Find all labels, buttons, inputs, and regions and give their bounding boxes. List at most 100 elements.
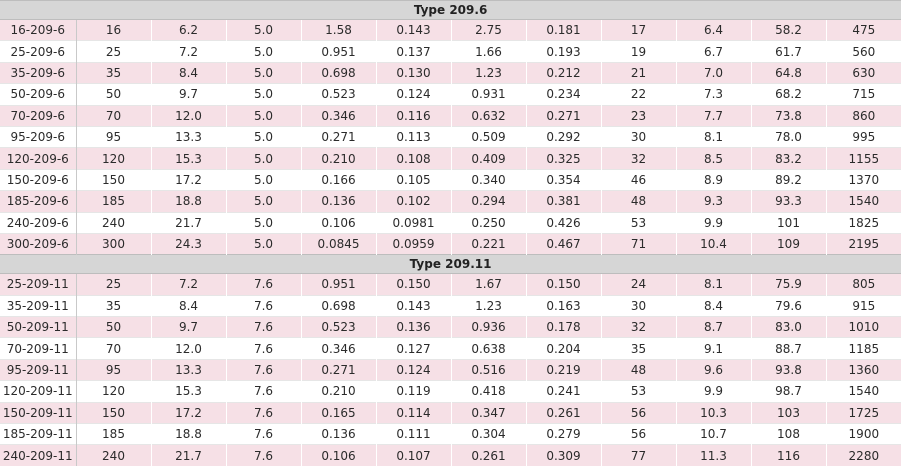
- table-cell: 10.4: [675, 233, 751, 255]
- table-row: 185-209-11 185 18.8 7.6 0.136 0.111 0.304 0.279…: [0, 423, 901, 445]
- table-cell: 5.0: [225, 233, 301, 255]
- table-cell: 7.6: [225, 402, 301, 424]
- table-cell: 715: [825, 83, 901, 106]
- table-cell: 6.4: [675, 19, 751, 41]
- table-cell: 0.113: [375, 126, 451, 148]
- table-cell: 70: [75, 105, 151, 127]
- table-cell: 24.3: [150, 233, 226, 255]
- table-cell: 101: [750, 212, 826, 234]
- table-cell: 0.114: [375, 402, 451, 424]
- table-cell: 48: [600, 190, 676, 213]
- table-cell: 9.1: [675, 337, 751, 360]
- type-code-cell: 185-209-6: [6, 194, 69, 209]
- table-cell: 185: [75, 423, 151, 445]
- table-row: 300-209-6 300 24.3 5.0 0.0845 0.0959 0.221 0.46…: [0, 233, 901, 255]
- table-cell: 25: [75, 40, 151, 63]
- table-cell: 9.9: [675, 380, 751, 403]
- table-row: 35-209-6 35 8.4 5.0 0.698 0.130 1.23 0.212 21 7.0…: [0, 62, 901, 84]
- table-cell: 0.346: [300, 337, 376, 360]
- table-cell: 0.0981: [375, 212, 451, 234]
- table-cell: 8.1: [675, 126, 751, 148]
- table-cell: 0.136: [300, 423, 376, 445]
- table-cell: 17.2: [150, 169, 226, 191]
- table-cell: 0.698: [300, 62, 376, 84]
- table-cell: 0.523: [300, 316, 376, 338]
- table-cell: 7.6: [225, 295, 301, 317]
- table-cell: 0.165: [300, 402, 376, 424]
- table-cell: 5.0: [225, 19, 301, 41]
- table-cell: 8.9: [675, 169, 751, 191]
- table-cell: 0.124: [375, 83, 451, 106]
- table-cell: 0.261: [450, 444, 526, 466]
- table-row: 70-209-6 70 12.0 5.0 0.346 0.116 0.632 0.271 23 7…: [0, 105, 901, 127]
- table-cell: 13.3: [150, 126, 226, 148]
- type-code-cell: 95-209-6: [10, 130, 65, 145]
- table-cell: 8.5: [675, 147, 751, 170]
- table-cell: 15.3: [150, 147, 226, 170]
- table-cell: 46: [600, 169, 676, 191]
- table-cell: 8.4: [675, 295, 751, 317]
- table-cell: 0.271: [525, 105, 601, 127]
- table-cell: 1010: [825, 316, 901, 338]
- table-cell: 0.340: [450, 169, 526, 191]
- table-cell: 1370: [825, 169, 901, 191]
- table-cell: 56: [600, 402, 676, 424]
- table-cell: 1825: [825, 212, 901, 234]
- table-cell: 17.2: [150, 402, 226, 424]
- table-cell: 9.6: [675, 359, 751, 381]
- type-code-cell: 300-209-6: [6, 237, 69, 252]
- table-cell: 1540: [825, 380, 901, 403]
- table-cell: 53: [600, 212, 676, 234]
- table-cell: 8.4: [150, 62, 226, 84]
- table-cell: 58.2: [750, 19, 826, 41]
- table-cell: 22: [600, 83, 676, 106]
- table-cell: 108: [750, 423, 826, 445]
- table-cell: 18.8: [150, 190, 226, 213]
- table-cell: 860: [825, 105, 901, 127]
- table-cell: 0.294: [450, 190, 526, 213]
- table-cell: 103: [750, 402, 826, 424]
- table-cell: 12.0: [150, 105, 226, 127]
- table-cell: 0.931: [450, 83, 526, 106]
- table-cell: 0.309: [525, 444, 601, 466]
- table-cell: 95: [75, 126, 151, 148]
- table-cell: 30: [600, 295, 676, 317]
- table-cell: 6.7: [675, 40, 751, 63]
- table-cell: 2.75: [450, 19, 526, 41]
- table-cell: 805: [825, 273, 901, 296]
- table-cell: 16: [75, 19, 151, 41]
- table-cell: 185: [75, 190, 151, 213]
- table-cell: 0.102: [375, 190, 451, 213]
- table-cell: 5.0: [225, 126, 301, 148]
- table-cell: 7.2: [150, 40, 226, 63]
- table-cell: 5.0: [225, 62, 301, 84]
- table-cell: 120: [75, 147, 151, 170]
- table-cell: 0.143: [375, 19, 451, 41]
- type-code-cell: 50-209-6: [10, 87, 65, 102]
- table-cell: 71: [600, 233, 676, 255]
- table-row: 70-209-11 70 12.0 7.6 0.346 0.127 0.638 0.204 35…: [0, 337, 901, 360]
- table-cell: 50: [75, 316, 151, 338]
- table-cell: 0.292: [525, 126, 601, 148]
- table-cell: 0.325: [525, 147, 601, 170]
- table-cell: 0.347: [450, 402, 526, 424]
- table-cell: 9.9: [675, 212, 751, 234]
- table-row: 120-209-6 120 15.3 5.0 0.210 0.108 0.409 0.325 3…: [0, 147, 901, 170]
- table-cell: 0.632: [450, 105, 526, 127]
- type-code-cell: 185-209-11: [2, 427, 73, 442]
- table-cell: 0.193: [525, 40, 601, 63]
- table-cell: 0.409: [450, 147, 526, 170]
- table-cell: 93.8: [750, 359, 826, 381]
- table-cell: 30: [600, 126, 676, 148]
- table-cell: 0.951: [300, 273, 376, 296]
- table-cell: 0.130: [375, 62, 451, 84]
- table-cell: 150: [75, 169, 151, 191]
- table-cell: 560: [825, 40, 901, 63]
- table-row: 35-209-11 35 8.4 7.6 0.698 0.143 1.23 0.163 30 8.…: [0, 295, 901, 317]
- table-cell: 0.523: [300, 83, 376, 106]
- section-header: Type 209.6: [0, 0, 901, 20]
- table-row: 50-209-6 50 9.7 5.0 0.523 0.124 0.931 0.234 22 7.…: [0, 83, 901, 106]
- table-cell: 0.279: [525, 423, 601, 445]
